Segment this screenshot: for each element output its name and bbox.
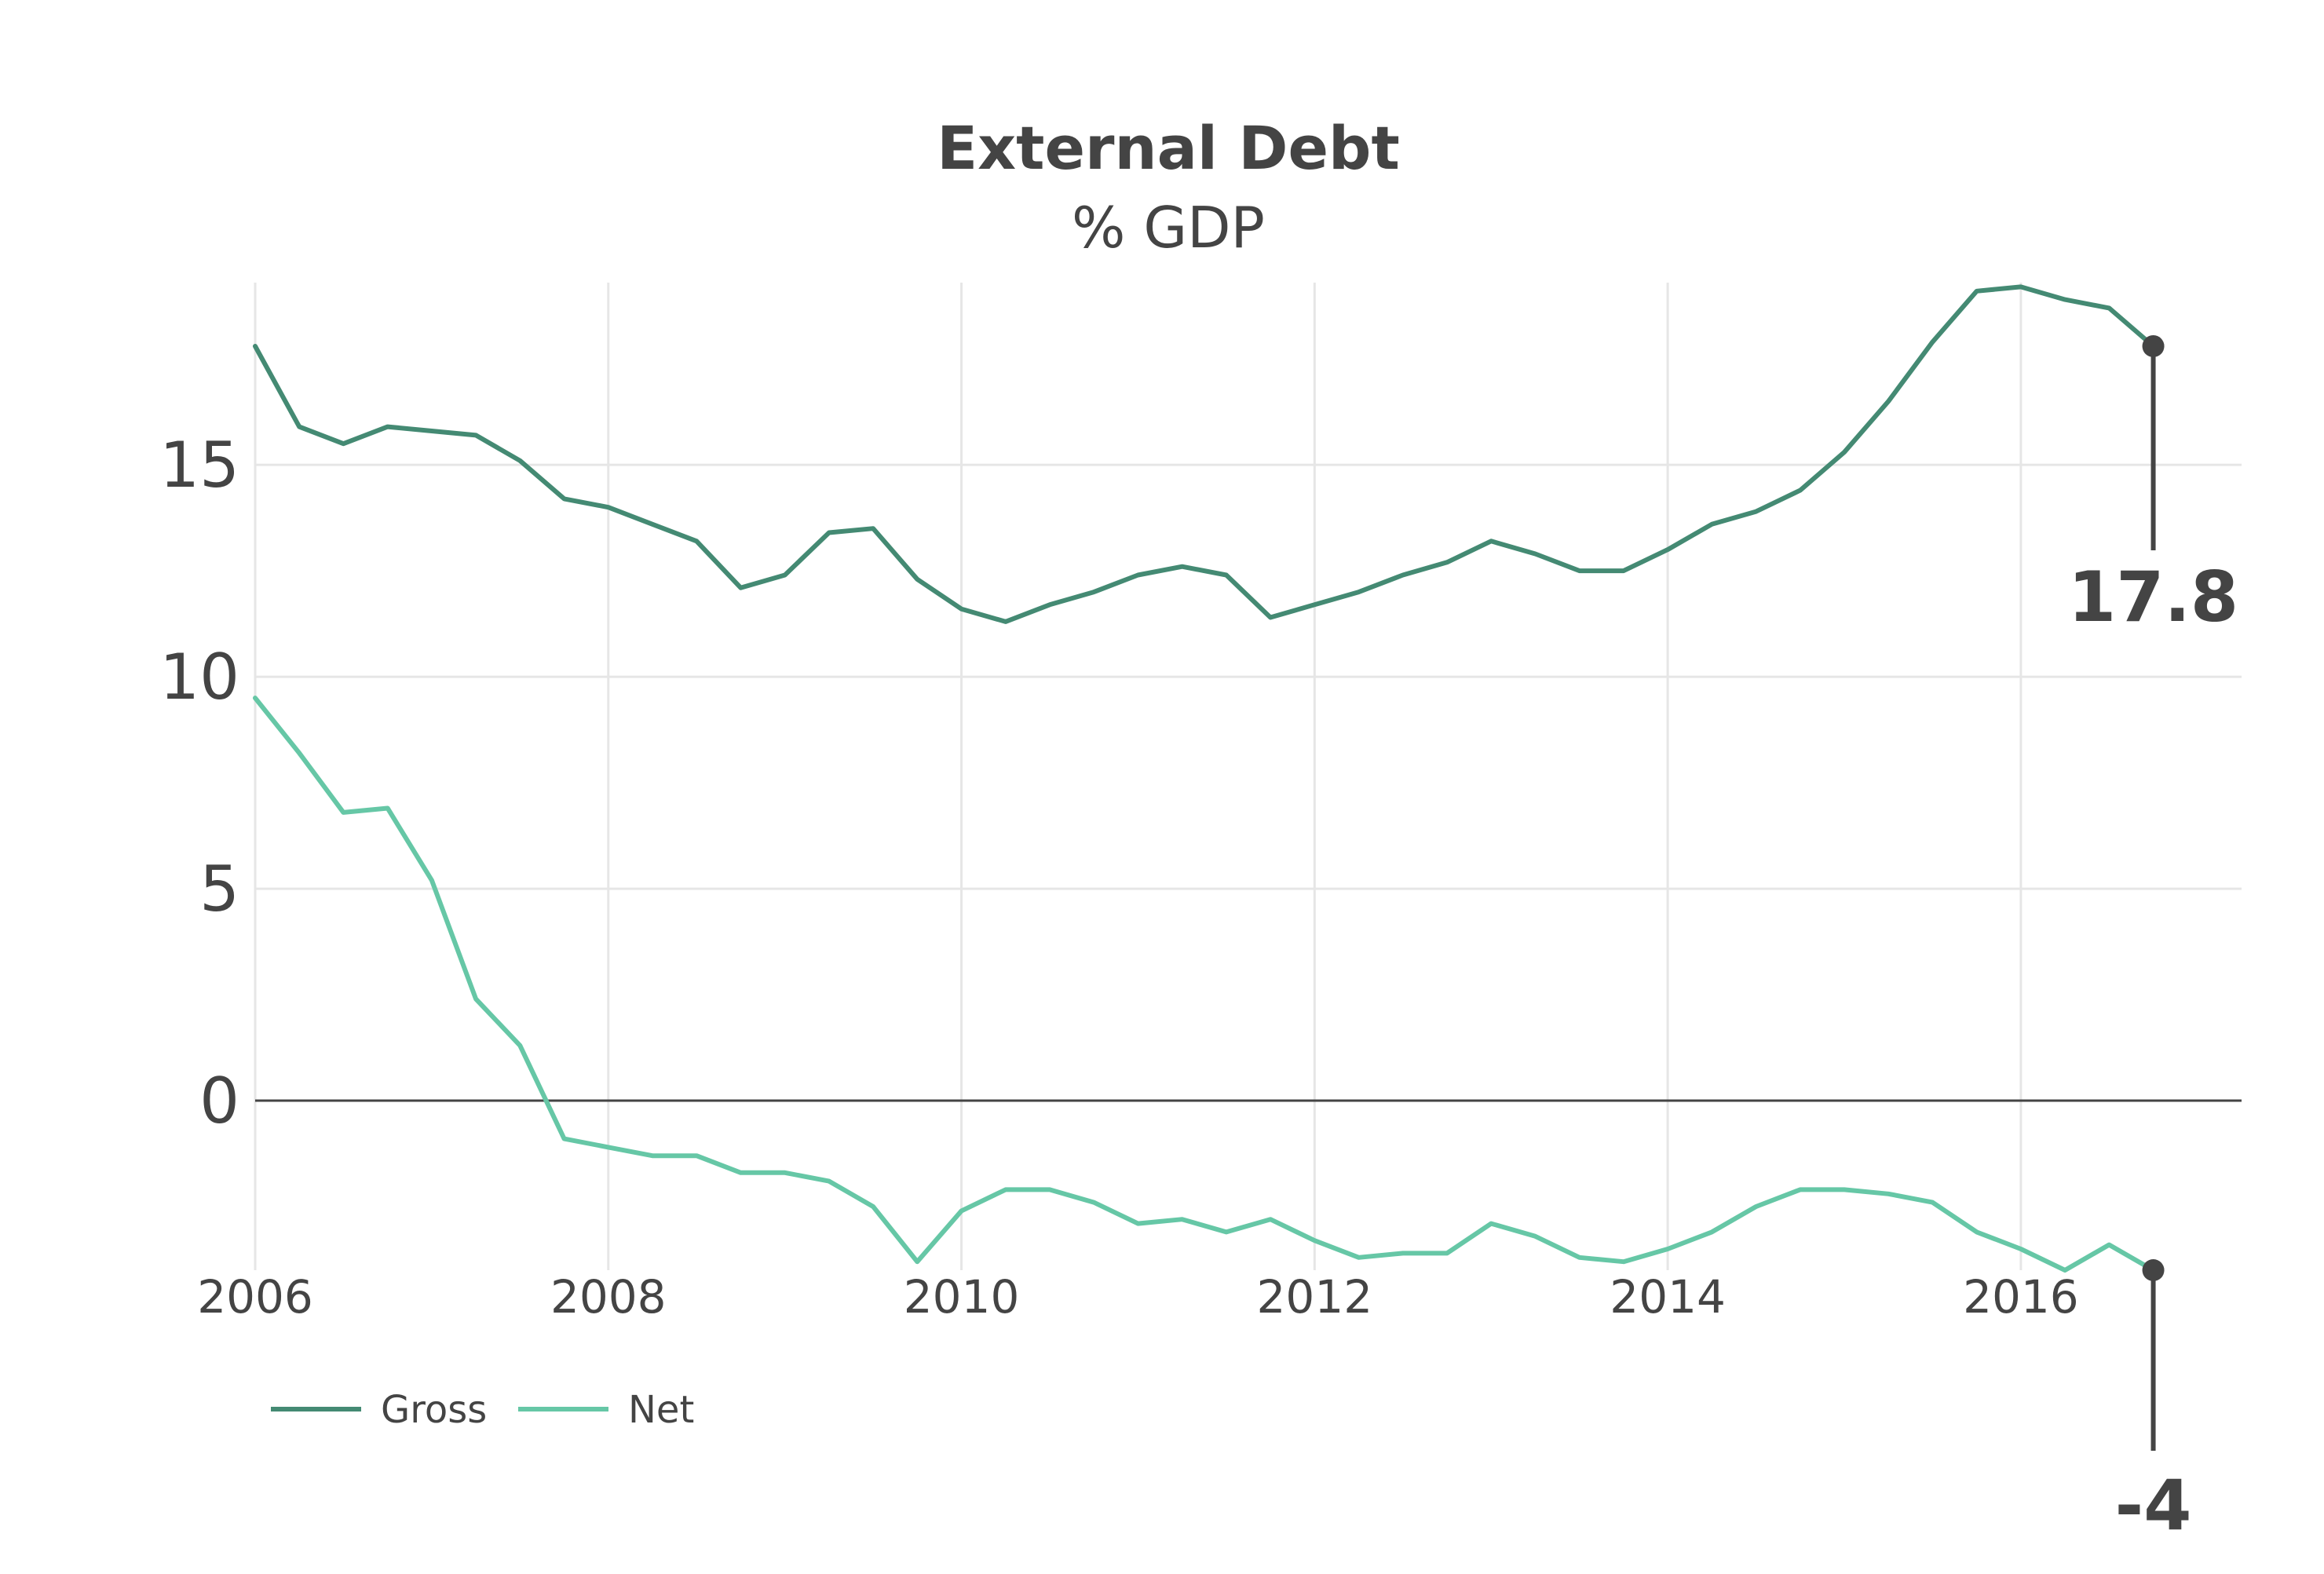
x-tick-label: 2014 (1610, 1270, 1726, 1324)
legend: Gross Net (271, 1388, 694, 1432)
series-lines (253, 284, 2156, 1273)
x-tick-label: 2008 (550, 1270, 667, 1324)
x-axis-ticks: 2006 2008 2010 2012 2014 2016 (197, 1270, 2078, 1324)
y-tick-label: 15 (159, 429, 239, 502)
annotation-marker (2142, 1259, 2165, 1281)
x-tick-label: 2006 (197, 1270, 313, 1324)
legend-label: Gross (381, 1388, 487, 1432)
chart-title: External Debt (937, 113, 1400, 183)
annotations: 17.8 -4 (2068, 334, 2238, 1546)
annotation-label: 17.8 (2068, 557, 2238, 637)
y-tick-label: 10 (159, 641, 239, 714)
legend-label: Net (628, 1388, 694, 1432)
chart-subtitle: % GDP (1072, 195, 1265, 261)
y-tick-label: 5 (199, 853, 239, 926)
y-tick-label: 0 (199, 1065, 239, 1138)
x-tick-label: 2012 (1257, 1270, 1373, 1324)
x-tick-label: 2010 (904, 1270, 1020, 1324)
series-line-net (253, 696, 2156, 1273)
grid-lines (254, 283, 2242, 1270)
annotation-label: -4 (2115, 1465, 2192, 1546)
x-tick-label: 2016 (1963, 1270, 2079, 1324)
series-line-gross (253, 284, 2156, 624)
annotation-marker (2142, 334, 2165, 357)
y-axis-ticks: 0 5 10 15 (159, 429, 239, 1138)
